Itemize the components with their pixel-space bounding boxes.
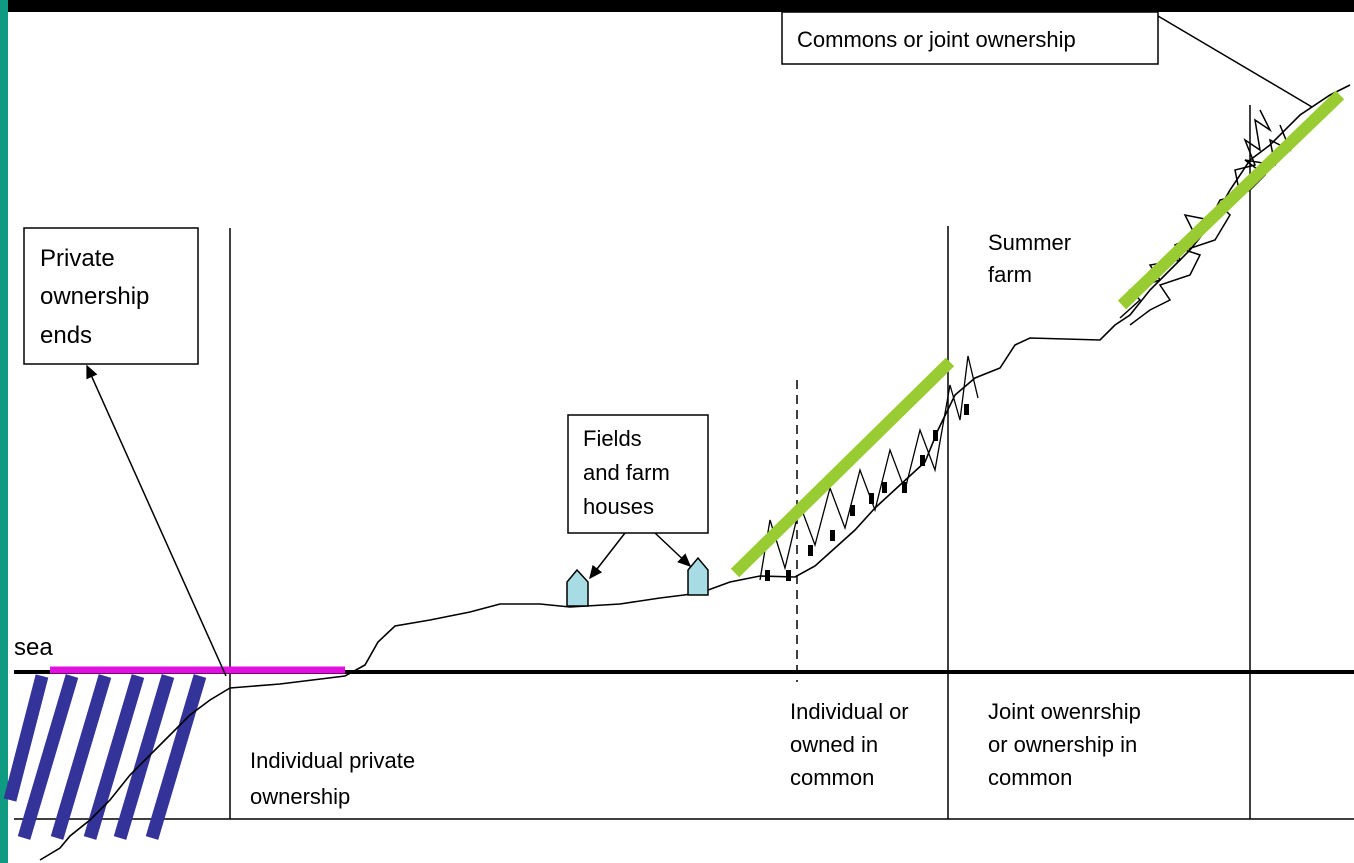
label-line: farm [988, 262, 1032, 287]
label-line: Individual or [790, 699, 909, 724]
diagram: Commons or joint ownership Private owner… [0, 0, 1354, 863]
label-line: Private [40, 245, 115, 272]
label-line: common [790, 765, 874, 790]
label-line: Individual private [250, 748, 415, 773]
label-line: houses [583, 494, 654, 519]
label-line: and farm [583, 460, 670, 485]
label-line: ownership [40, 283, 149, 310]
label-line: or ownership in [988, 732, 1137, 757]
label: sea [14, 634, 53, 661]
label-line: Fields [583, 426, 642, 451]
label: Commons or joint ownership [797, 27, 1076, 52]
label-line: owned in [790, 732, 878, 757]
label-line: ownership [250, 784, 350, 809]
top-bar [0, 0, 1354, 12]
label-line: Summer [988, 230, 1071, 255]
label-line: Joint owenrship [988, 699, 1141, 724]
label-line: ends [40, 322, 92, 349]
label-line: sea [14, 634, 53, 661]
label-line: common [988, 765, 1072, 790]
side-stripe [0, 0, 8, 863]
label-line: Commons or joint ownership [797, 27, 1076, 52]
